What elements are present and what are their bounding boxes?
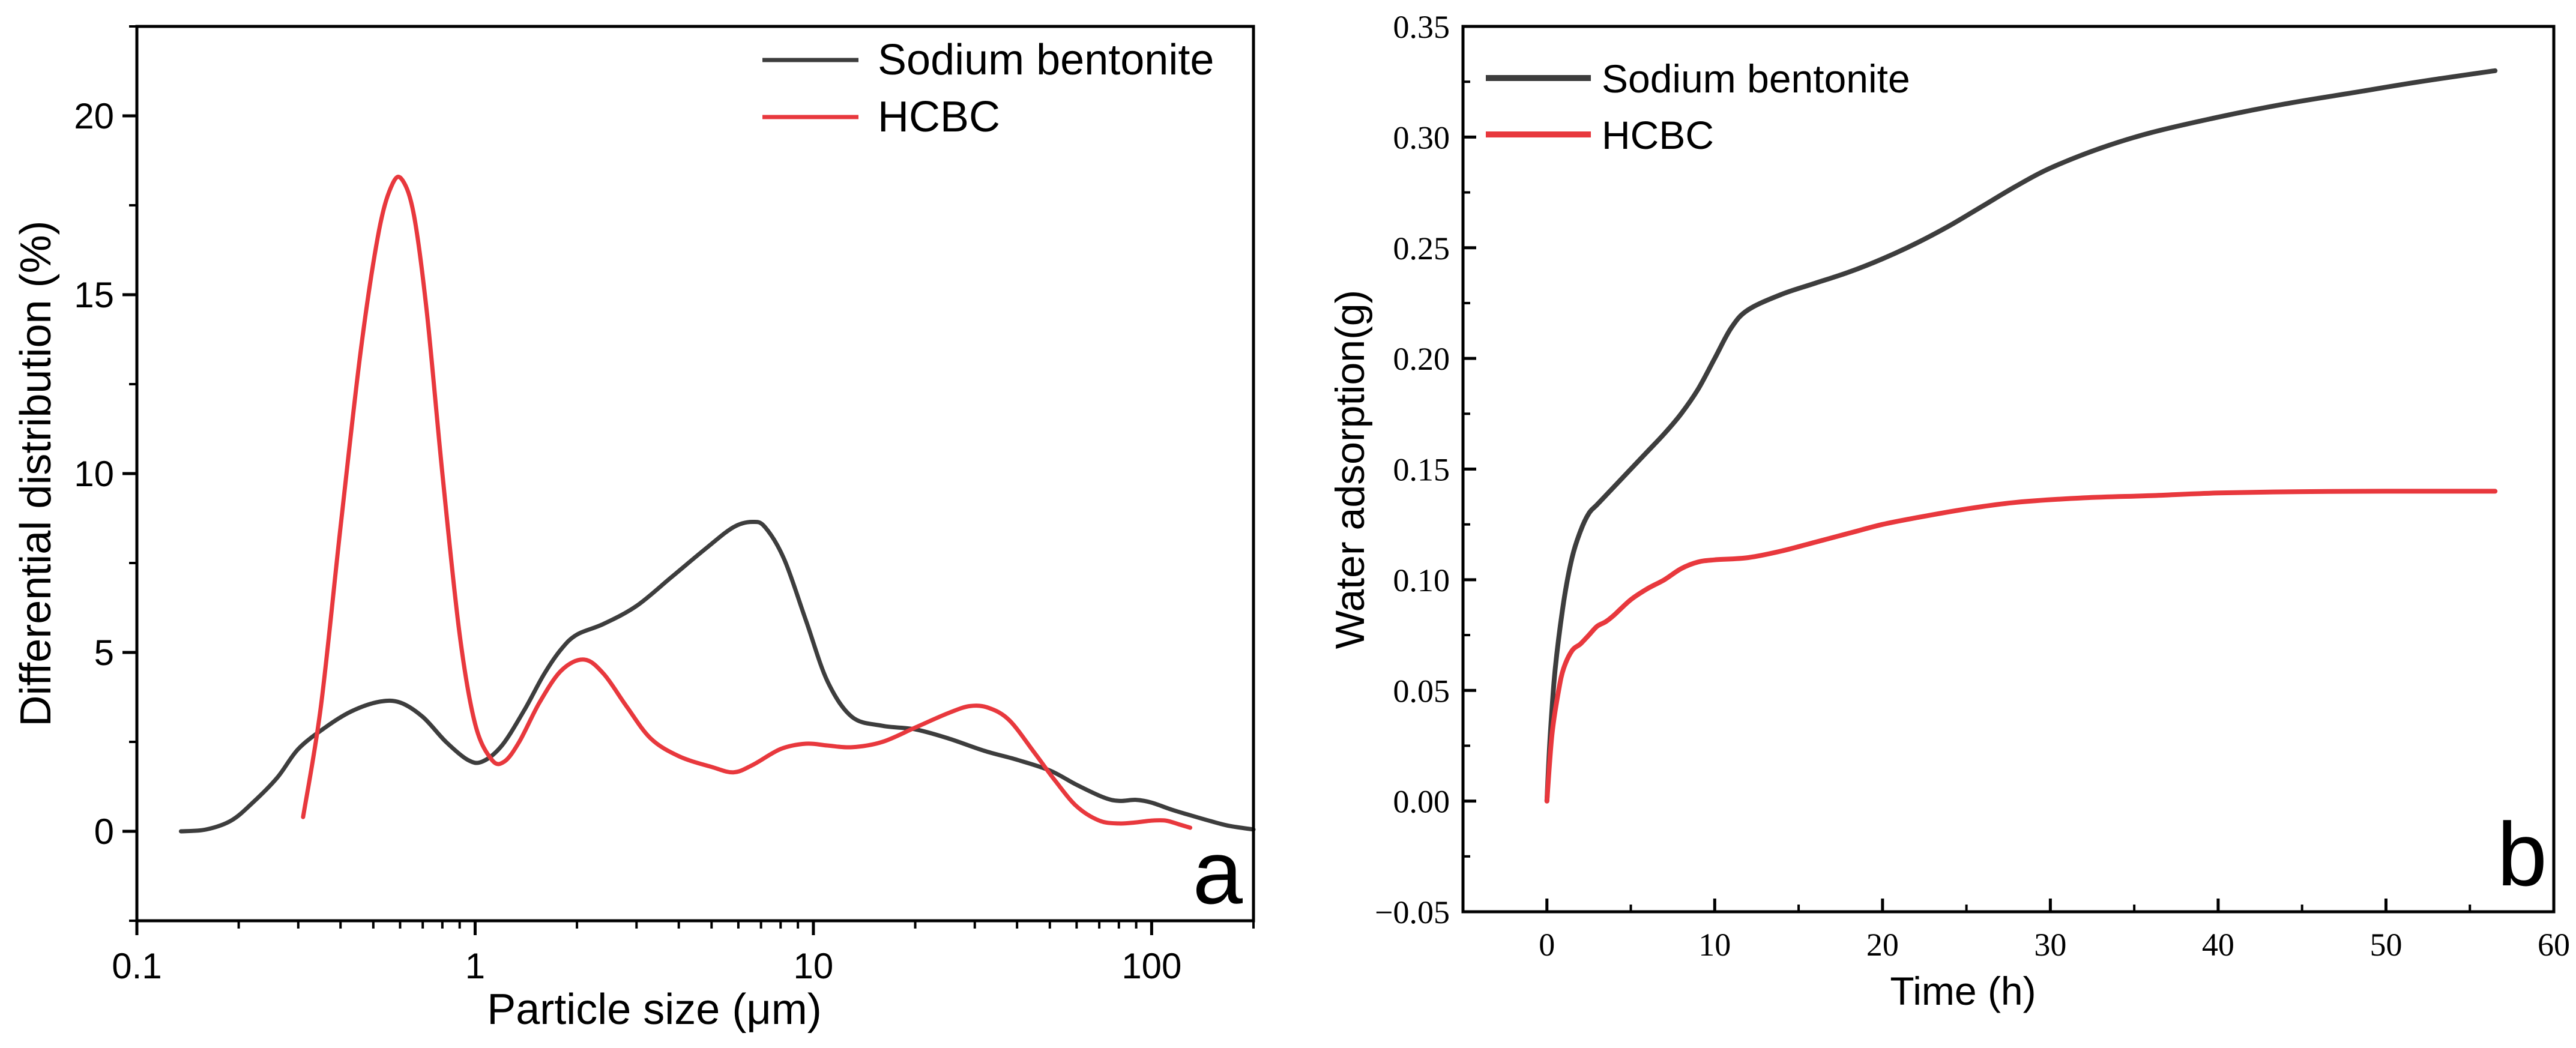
panel-b-y-tick-label: 0.05 — [1393, 673, 1450, 709]
panel-b-series-line-sodium-bentonite — [1544, 68, 2498, 804]
panel-b-x-tick-label: 10 — [1698, 927, 1731, 963]
panel-b-x-tick-label: 20 — [1866, 927, 1899, 963]
panel-b-y-tick-label: −0.05 — [1375, 894, 1450, 930]
panel-b-y-tick-label: 0.15 — [1393, 452, 1450, 488]
panel-b-y-tick-label: 0.00 — [1393, 784, 1450, 820]
panel-a: 0.1 1 10 100 0 5 10 15 20 Particle size (μm) Dif… — [12, 25, 1256, 1034]
panel-b-x-tick-label: 50 — [2369, 927, 2402, 963]
panel-a-x-tick-label: 100 — [1121, 946, 1181, 986]
panel-a-x-tick-label: 10 — [794, 946, 834, 986]
panel-b-legend: Sodium bentonite HCBC — [1486, 56, 1910, 157]
panel-b-y-tick-label: 0.10 — [1393, 562, 1450, 598]
panel-b-x-tick-label: 0 — [1539, 927, 1555, 963]
panel-b-y-tick-label: 0.30 — [1393, 119, 1450, 155]
panel-a-legend-label-hcbc: HCBC — [878, 93, 1000, 141]
panel-a-y-tick-label: 0 — [94, 812, 114, 852]
panel-a-y-tick-label: 20 — [74, 96, 114, 136]
panel-b-y-tick-label: 0.20 — [1393, 341, 1450, 377]
panel-b-tick-labels: 0 10 20 30 40 50 60 −0.05 0.00 0.05 0.10 0.15 0.20 0.… — [1375, 9, 2570, 963]
panel-a-tick-labels: 0.1 1 10 100 0 5 10 15 20 — [74, 96, 1181, 986]
panel-b-y-tick-label: 0.25 — [1393, 230, 1450, 267]
panel-a-x-tick-label: 0.1 — [112, 946, 161, 986]
panel-a-legend: Sodium bentonite HCBC — [762, 36, 1214, 141]
panel-b-letter: b — [2497, 804, 2547, 905]
panel-a-legend-label-sodium-bentonite: Sodium bentonite — [878, 36, 1214, 84]
panel-a-y-axis-label: Differential distribution (%) — [12, 220, 60, 726]
panel-b-x-axis-label: Time (h) — [1890, 969, 2036, 1013]
panel-a-y-tick-label: 15 — [74, 275, 114, 315]
panel-b: 0 10 20 30 40 50 60 −0.05 0.00 0.05 0.10 0.15 0.20 0.… — [1327, 9, 2570, 1013]
panel-b-x-tick-label: 60 — [2538, 927, 2570, 963]
panel-b-legend-label-hcbc: HCBC — [1602, 113, 1714, 157]
panel-a-series-line-sodium-bentonite — [178, 519, 1256, 834]
panel-b-legend-label-sodium-bentonite: Sodium bentonite — [1602, 56, 1910, 101]
panel-b-y-tick-label: 0.35 — [1393, 9, 1450, 45]
panel-b-x-tick-label: 30 — [2034, 927, 2066, 963]
panel-a-x-axis-label: Particle size (μm) — [487, 986, 822, 1034]
panel-a-plot-frame — [135, 25, 1255, 923]
panel-a-letter: a — [1193, 822, 1243, 923]
panel-a-series-line-hcbc — [301, 175, 1193, 830]
panel-a-x-tick-label: 1 — [465, 946, 485, 986]
panel-a-y-tick-label: 10 — [74, 454, 114, 494]
panel-b-plot-frame — [1461, 25, 2556, 914]
panel-b-y-axis-label: Water adsorption(g) — [1327, 290, 1373, 649]
panel-b-series-line-hcbc — [1544, 489, 2498, 804]
panel-a-y-tick-label: 5 — [94, 633, 114, 673]
panel-b-x-tick-label: 40 — [2202, 927, 2234, 963]
panel-b-lines — [1544, 68, 2498, 804]
panel-a-lines — [178, 175, 1256, 834]
